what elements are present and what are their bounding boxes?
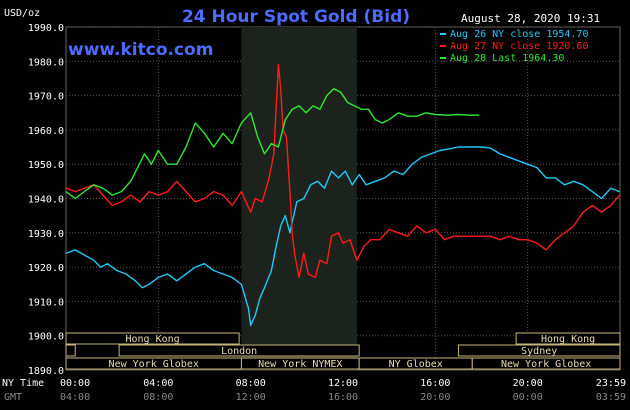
ny-time-tick: 04:00: [143, 378, 173, 389]
legend-swatch: [440, 45, 446, 47]
y-tick-label: 1920.0: [28, 263, 64, 274]
market-session-box: [457, 344, 621, 357]
market-session-box: [65, 344, 76, 357]
gmt-tick: 20:00: [420, 392, 450, 403]
y-tick-label: 1900.0: [28, 332, 64, 343]
market-session-label: NY Globex: [389, 359, 443, 370]
market-session-label: London: [221, 346, 257, 357]
market-session-label: New York Globex: [109, 359, 199, 370]
ny-time-tick: 23:59: [596, 378, 626, 389]
gmt-tick: 16:00: [328, 392, 358, 403]
ny-time-tick: 08:00: [236, 378, 266, 389]
y-tick-label: 1970.0: [28, 92, 64, 103]
website-label: www.kitco.com: [68, 40, 213, 60]
y-tick-label: 1980.0: [28, 57, 64, 68]
series-line-1: [65, 146, 620, 327]
market-session-label: Sydney: [521, 346, 557, 357]
gmt-tick: 08:00: [143, 392, 173, 403]
y-unit-label: USD/oz: [4, 8, 40, 19]
series-line-3: [65, 88, 480, 200]
chart-title: 24 Hour Spot Gold (Bid): [182, 7, 410, 27]
legend-swatch: [440, 57, 446, 59]
ny-session-shade: [241, 27, 357, 370]
legend-entry: Aug 28 Last 1964.30: [450, 53, 564, 64]
ny-time-tick: 00:00: [60, 378, 90, 389]
market-session-label: New York Globex: [501, 359, 591, 370]
y-tick-label: 1990.0: [28, 23, 64, 34]
market-session-label: Hong Kong: [541, 334, 595, 345]
y-tick-label: 1890.0: [28, 366, 64, 377]
market-session-box: [515, 332, 621, 345]
ny-time-tick: 20:00: [513, 378, 543, 389]
ny-time-row-label: NY Time: [2, 378, 44, 389]
y-tick-label: 1960.0: [28, 126, 64, 137]
ny-time-tick: 16:00: [420, 378, 450, 389]
market-session-box: [65, 332, 240, 345]
y-tick-label: 1950.0: [28, 160, 64, 171]
y-tick-label: 1940.0: [28, 195, 64, 206]
market-session-box: [471, 357, 621, 370]
ny-time-tick: 12:00: [328, 378, 358, 389]
series-line-2: [65, 64, 621, 279]
gmt-tick: 03:59: [596, 392, 626, 403]
market-session-label: Hong Kong: [125, 334, 179, 345]
market-session-label: New York NYMEX: [258, 359, 342, 370]
gmt-tick: 04:00: [60, 392, 90, 403]
legend-entry: Aug 26 NY close 1954.70: [450, 29, 588, 40]
gmt-tick: 00:00: [513, 392, 543, 403]
y-tick-label: 1910.0: [28, 297, 64, 308]
gmt-tick: 12:00: [236, 392, 266, 403]
market-session-box: [118, 344, 360, 357]
legend-swatch: [440, 33, 446, 35]
timestamp: August 28, 2020 19:31: [461, 12, 600, 25]
y-tick-label: 1930.0: [28, 229, 64, 240]
legend-entry: Aug 27 NY close 1920.60: [450, 41, 588, 52]
gmt-row-label: GMT: [4, 392, 22, 403]
